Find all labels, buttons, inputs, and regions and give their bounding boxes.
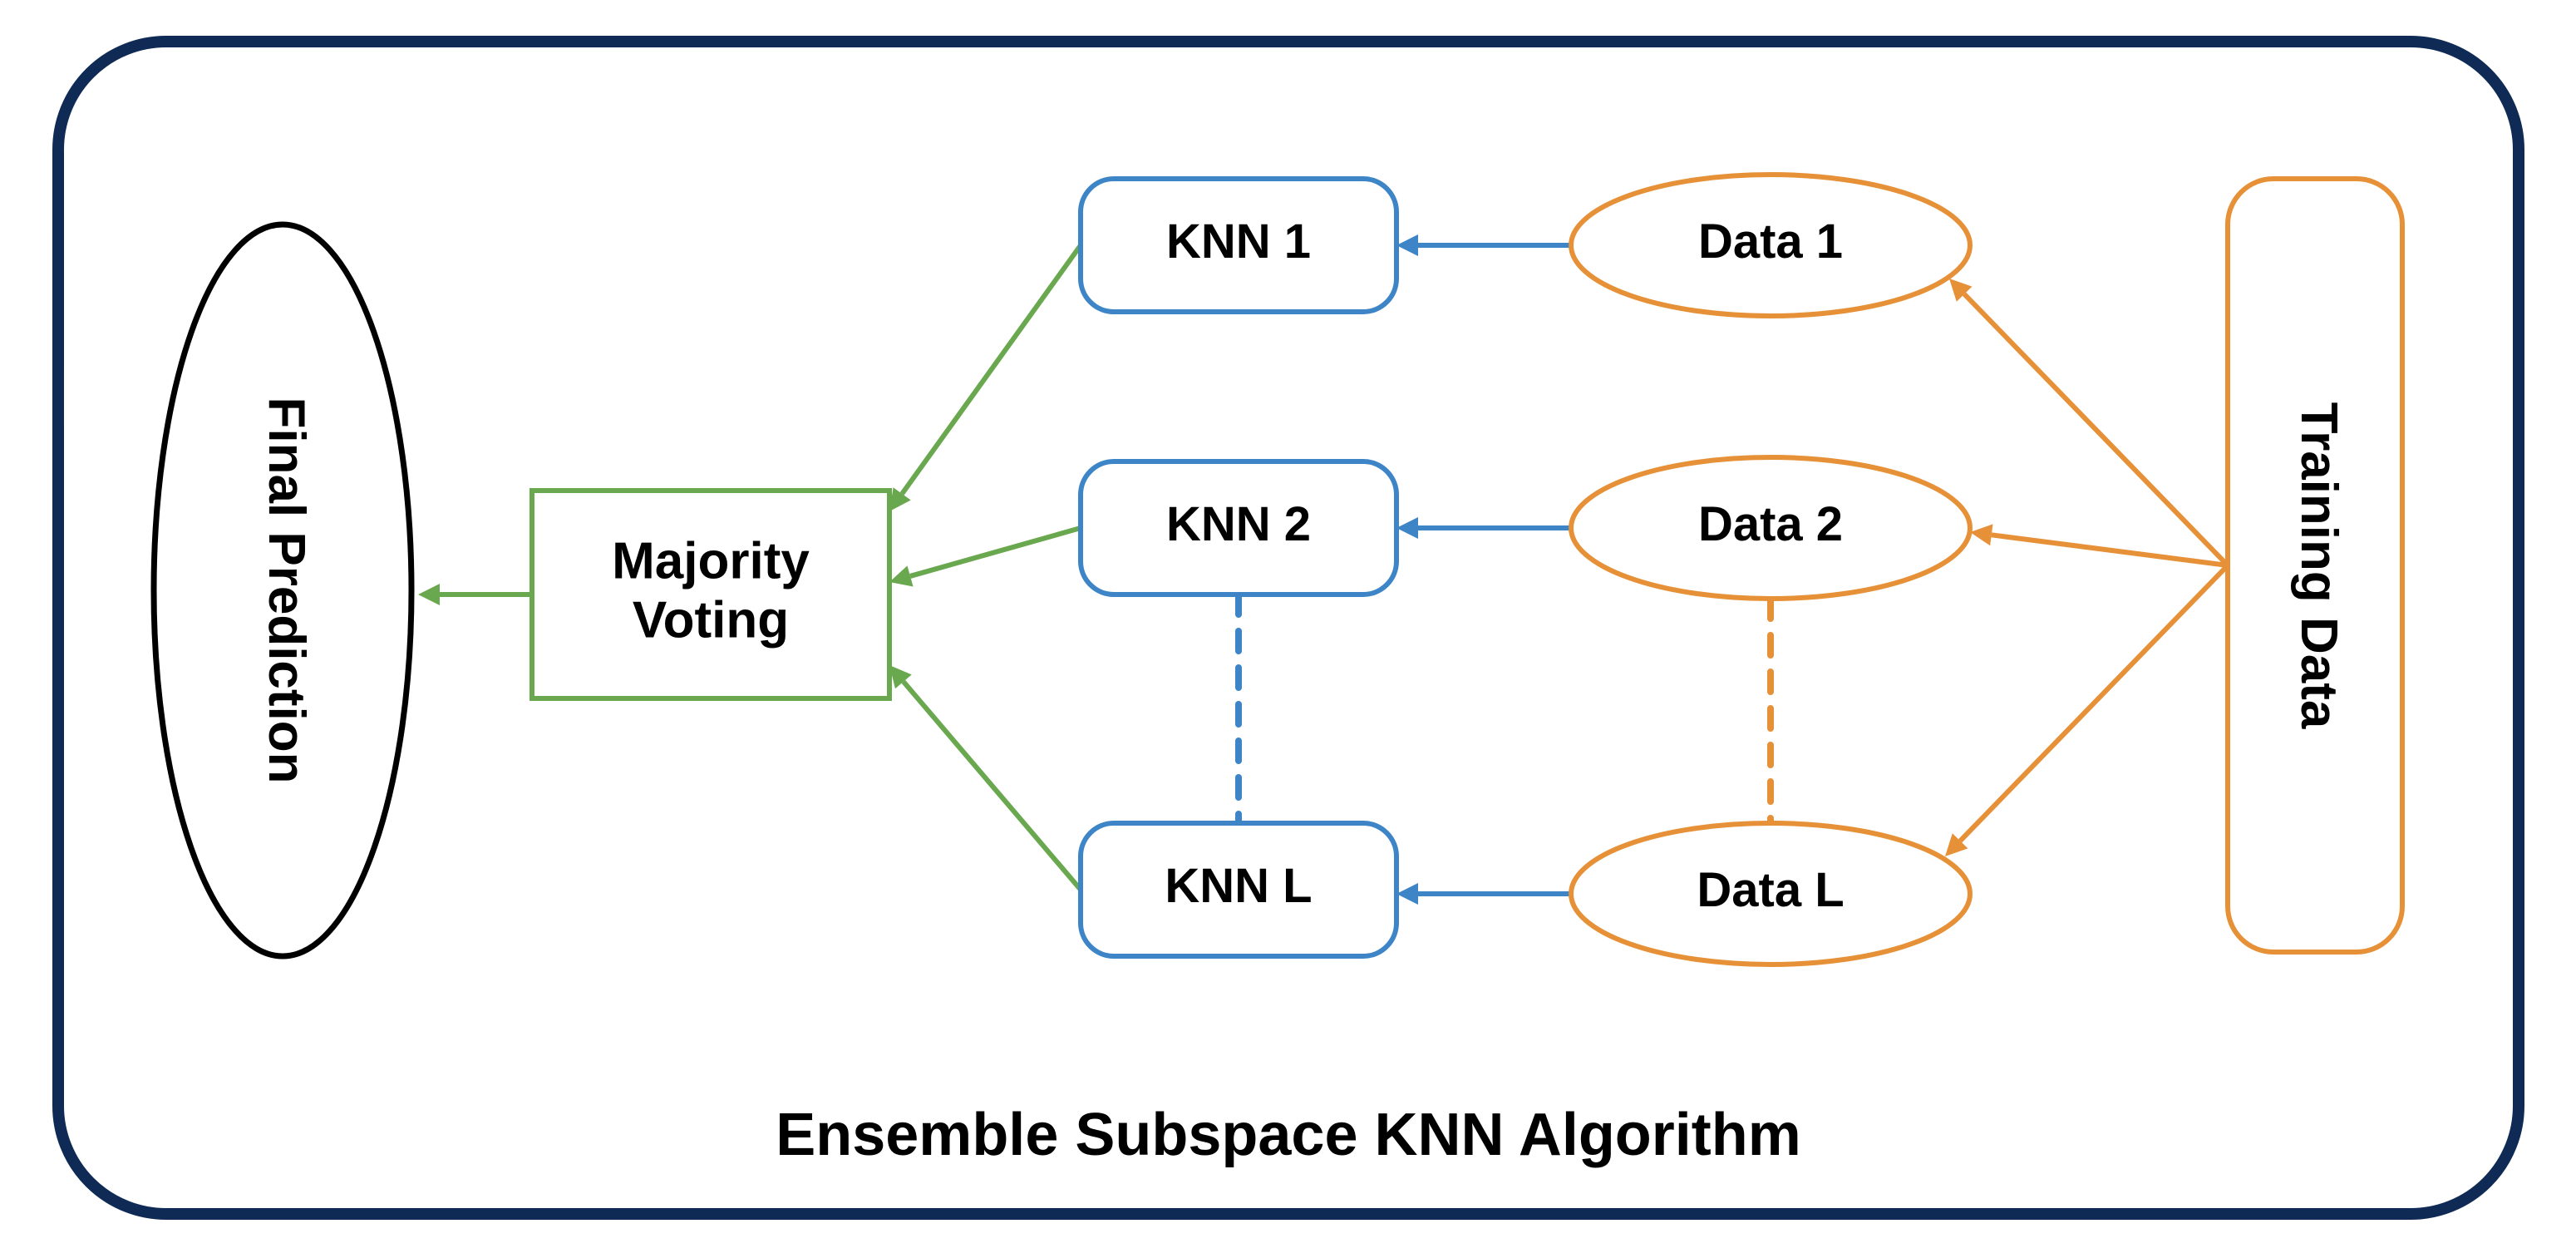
edge-knn2-to-majority <box>910 528 1081 576</box>
edge-knnL-to-majority <box>904 682 1081 890</box>
label-final: Final Prediction <box>258 397 315 783</box>
label-training: Training Data <box>2290 402 2347 729</box>
diagram-caption: Ensemble Subspace KNN Algorithm <box>776 1102 1801 1168</box>
label-data1: Data 1 <box>1698 215 1843 269</box>
arrowhead-data1-to-knn1 <box>1396 234 1418 256</box>
label-knnL: KNN L <box>1165 859 1312 913</box>
edge-knn1-to-majority <box>902 245 1081 494</box>
arrowhead-training-to-data2 <box>1970 524 1992 545</box>
arrowhead-dataL-to-knnL <box>1396 883 1418 905</box>
label-dataL: Data L <box>1697 863 1844 917</box>
label-knn2: KNN 2 <box>1166 497 1311 551</box>
edge-training-to-dataL <box>1960 565 2228 841</box>
arrowhead-data2-to-knn2 <box>1396 517 1418 539</box>
arrowhead-majority-to-final <box>418 584 440 605</box>
edge-training-to-data1 <box>1964 294 2228 565</box>
arrowhead-knn1-to-majority <box>889 487 911 511</box>
arrowhead-knn2-to-majority <box>889 565 914 586</box>
label-knn1: KNN 1 <box>1166 215 1311 269</box>
label-data2: Data 2 <box>1698 497 1843 551</box>
edge-training-to-data2 <box>1992 535 2228 565</box>
